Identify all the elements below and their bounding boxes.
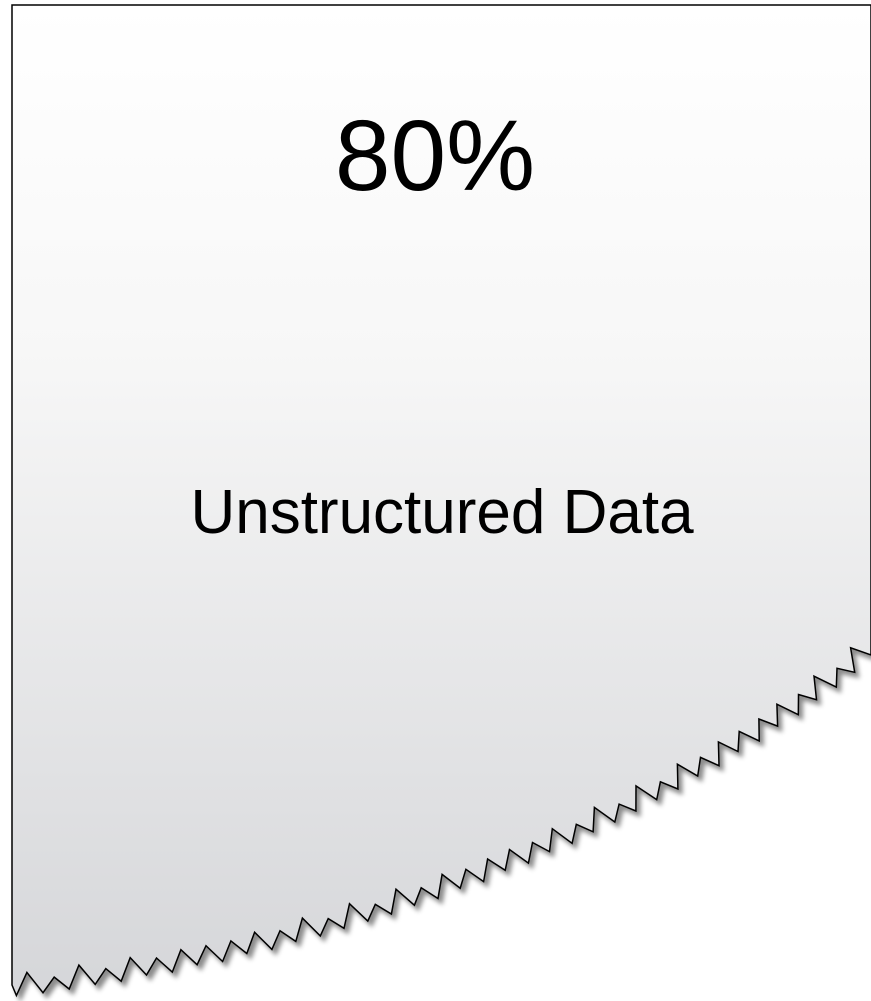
torn-paper xyxy=(11,4,871,998)
label: Unstructured Data xyxy=(190,478,694,547)
headline: 80% xyxy=(335,100,535,212)
